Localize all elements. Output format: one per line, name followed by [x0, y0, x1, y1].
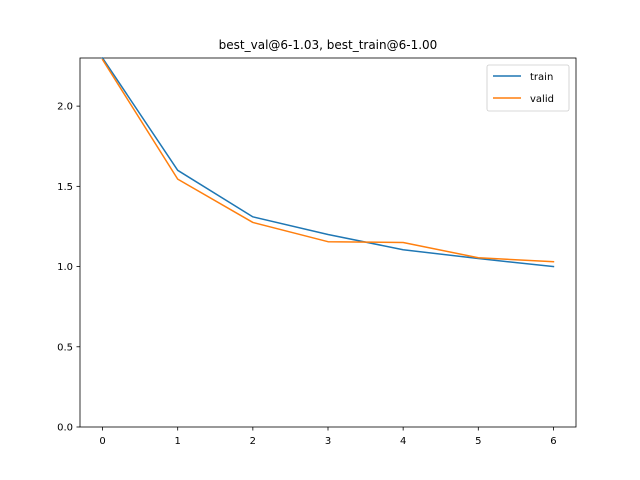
chart-title: best_val@6-1.03, best_train@6-1.00	[219, 38, 438, 52]
x-tick-label: 4	[400, 436, 406, 447]
legend: train valid	[486, 64, 570, 112]
legend-label-valid: valid	[530, 94, 554, 105]
y-axis: 0.0 0.5 1.0 1.5 2.0	[57, 102, 80, 434]
x-tick-label: 2	[250, 436, 256, 447]
legend-box	[486, 64, 570, 112]
x-tick-label: 0	[99, 436, 105, 447]
y-tick-label: 1.5	[57, 182, 73, 193]
legend-label-train: train	[530, 72, 553, 83]
x-tick-label: 6	[550, 436, 556, 447]
x-axis: 0 1 2 3 4 5 6	[99, 427, 557, 447]
x-tick-label: 5	[475, 436, 481, 447]
series-layer	[101, 56, 555, 268]
y-tick-label: 1.0	[57, 262, 73, 273]
y-tick-label: 0.5	[57, 342, 73, 353]
y-tick-label: 0.0	[57, 423, 73, 434]
series-line-valid	[101, 58, 555, 263]
y-tick-label: 2.0	[57, 102, 73, 113]
series-line-train	[101, 56, 555, 268]
x-tick-label: 1	[175, 436, 181, 447]
x-tick-label: 3	[325, 436, 331, 447]
